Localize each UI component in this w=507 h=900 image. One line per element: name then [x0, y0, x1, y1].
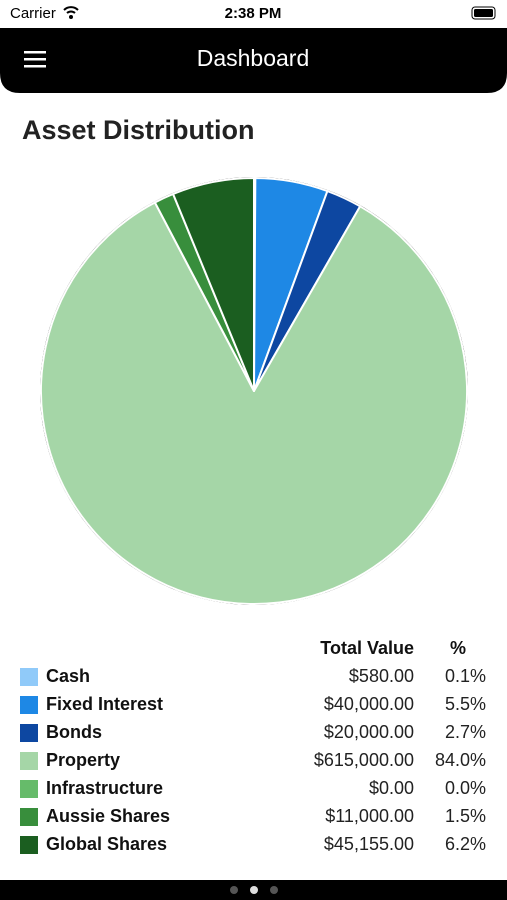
page-dot[interactable] [230, 886, 238, 894]
legend-label: Cash [46, 666, 90, 686]
legend-swatch [20, 836, 38, 854]
amount: $615,000.00 [314, 750, 414, 770]
legend-swatch [20, 752, 38, 770]
amount: $40,000.00 [324, 694, 414, 714]
wifi-dot [69, 15, 73, 19]
percent: 6.2% [445, 834, 486, 854]
menu-button[interactable] [24, 51, 46, 68]
percent: 84.0% [435, 750, 486, 770]
section-title: Asset Distribution [22, 115, 255, 145]
menu-line [24, 58, 46, 61]
clock: 2:38 PM [225, 5, 282, 22]
page-dot[interactable] [270, 886, 278, 894]
pie-slice [40, 201, 468, 605]
amount: $11,000.00 [325, 806, 414, 826]
legend-label: Bonds [46, 722, 102, 742]
menu-line [24, 65, 46, 68]
pie-slice [172, 177, 255, 392]
column-header: Total Value [320, 638, 414, 658]
wifi-icon [63, 6, 79, 14]
legend-label: Property [46, 750, 120, 770]
amount: $45,155.00 [324, 834, 414, 854]
percent: 2.7% [445, 722, 486, 742]
percent: 1.5% [445, 806, 486, 826]
legend-swatch [20, 668, 38, 686]
column-header: % [450, 638, 466, 658]
legend-swatch [20, 780, 38, 798]
nav-title: Dashboard [197, 45, 310, 71]
battery-level [474, 9, 493, 17]
menu-line [24, 51, 46, 54]
amount: $20,000.00 [324, 722, 414, 742]
percent: 0.1% [445, 666, 486, 686]
carrier: Carrier [10, 5, 56, 22]
legend-swatch [20, 696, 38, 714]
legend-swatch [20, 808, 38, 826]
legend-label: Fixed Interest [46, 694, 163, 714]
legend-label: Aussie Shares [46, 806, 170, 826]
battery [471, 6, 496, 20]
percent: 5.5% [445, 694, 486, 714]
percent: 0.0% [445, 778, 486, 798]
nav-bar [0, 28, 507, 93]
legend-swatch [20, 724, 38, 742]
legend-label: Infrastructure [46, 778, 163, 798]
legend-label: Global Shares [46, 834, 167, 854]
amount: $580.00 [349, 666, 414, 686]
amount: $0.00 [369, 778, 414, 798]
page-dot[interactable] [250, 886, 258, 894]
